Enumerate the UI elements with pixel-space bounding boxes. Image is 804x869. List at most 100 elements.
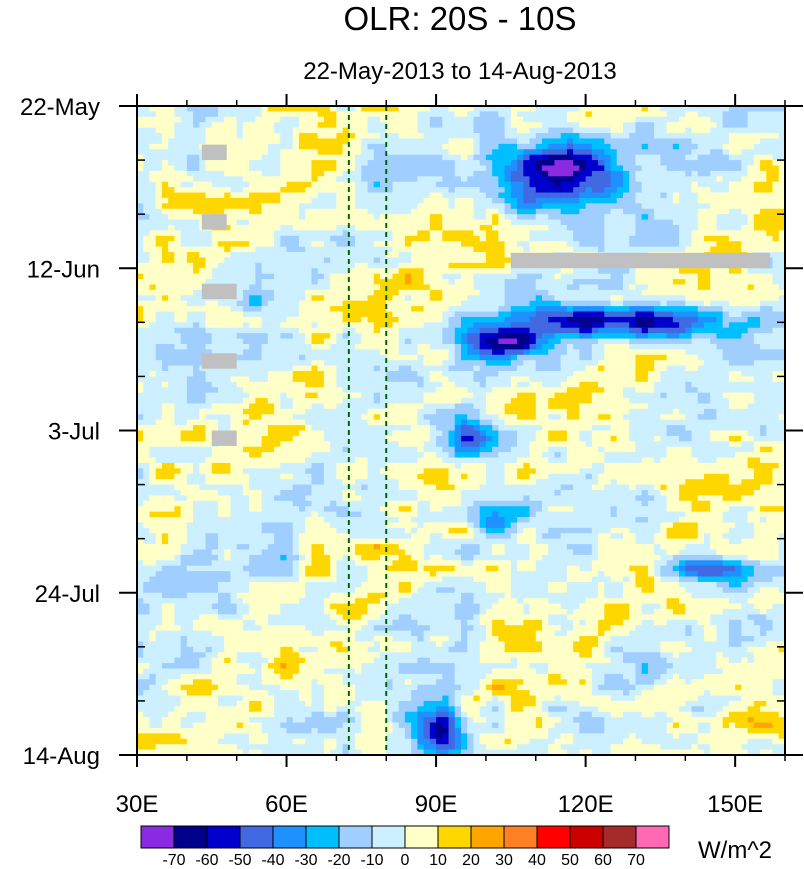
field-cell [299,365,306,372]
field-cell [386,489,394,496]
field-cell [180,462,188,469]
field-cell [155,376,163,383]
field-cell [242,517,250,524]
field-cell [267,154,275,161]
field-cell [311,446,319,453]
field-cell [380,679,387,686]
field-cell [149,268,157,275]
field-cell [149,690,157,697]
field-cell [274,457,281,464]
field-cell [143,484,151,491]
field-cell [355,360,362,367]
field-cell [267,711,275,718]
field-cell [274,154,281,161]
field-cell [161,208,169,215]
field-cell [168,116,175,123]
field-cell [205,592,213,599]
field-cell [305,517,313,524]
field-cell [267,435,275,442]
field-cell [286,154,294,161]
field-cell [261,398,269,405]
field-cell [380,403,387,410]
field-cell [392,262,400,269]
field-cell [267,219,275,226]
field-cell [236,268,244,275]
field-cell [143,500,151,507]
field-cell [280,181,288,188]
field-cell [137,203,144,210]
field-cell [218,462,225,469]
field-cell [267,430,275,437]
field-cell [292,295,300,302]
field-cell [355,381,362,388]
field-cell [317,473,325,480]
field-cell [323,744,331,751]
field-cell [292,717,300,724]
field-cell [317,646,325,653]
field-cell [249,733,256,740]
field-cell [161,273,169,280]
field-cell [280,300,288,307]
field-cell [292,565,300,572]
field-cell [155,387,163,394]
field-cell [286,468,294,475]
field-cell [180,387,188,394]
field-cell [249,452,256,459]
field-cell [280,268,288,275]
field-cell [236,473,244,480]
field-cell [261,527,269,534]
field-cell [143,749,151,756]
field-cell [274,560,281,567]
field-cell [255,219,263,226]
field-cell [205,203,213,210]
field-cell [174,289,182,296]
field-cell [317,479,325,486]
field-cell [317,462,325,469]
field-cell [174,122,182,129]
field-cell [348,371,356,378]
field-cell [199,241,207,248]
field-cell [186,219,194,226]
field-cell [224,652,232,659]
field-cell [292,327,300,334]
field-cell [174,608,182,615]
field-cell [261,495,269,502]
field-cell [193,116,200,123]
field-cell [305,603,313,610]
field-cell [317,387,325,394]
field-cell [380,333,387,340]
field-cell [286,252,294,259]
field-cell [236,549,244,556]
field-cell [305,181,313,188]
field-cell [292,300,300,307]
field-cell [392,187,400,194]
field-cell [230,517,238,524]
field-cell [218,343,225,350]
field-cell [386,706,394,713]
field-cell [199,230,207,237]
field-cell [317,246,325,253]
field-cell [299,284,306,291]
field-cell [236,565,244,572]
field-cell [336,608,344,615]
field-cell [230,408,238,415]
field-cell [205,246,213,253]
field-cell [373,452,381,459]
field-cell [323,690,331,697]
field-cell [199,641,207,648]
field-cell [299,435,306,442]
field-cell [149,311,157,318]
field-cell [342,284,350,291]
field-cell [380,262,387,269]
field-cell [255,668,263,675]
field-cell [255,311,263,318]
field-cell [355,522,362,529]
field-cell [255,154,263,161]
field-cell [355,608,362,615]
field-cell [348,549,356,556]
field-cell [311,636,319,643]
field-cell [155,446,163,453]
field-cell [143,284,151,291]
field-cell [348,338,356,345]
field-cell [230,738,238,745]
